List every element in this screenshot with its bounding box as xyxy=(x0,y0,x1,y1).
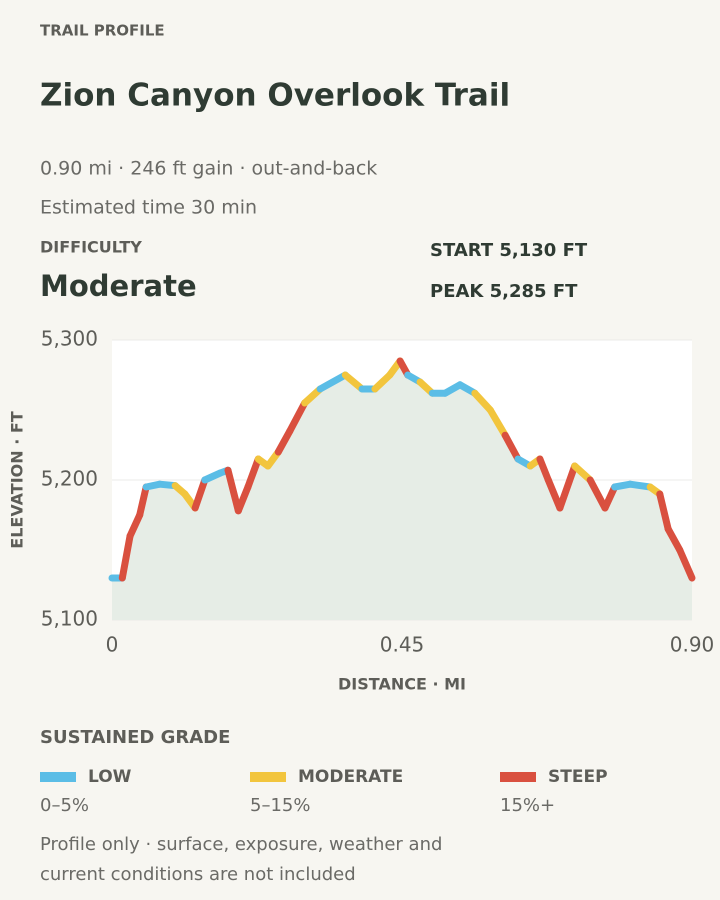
grade-segment xyxy=(274,427,294,456)
grade-segment xyxy=(586,476,609,512)
y-tick-label: 5,300 xyxy=(41,327,98,351)
grade-segment xyxy=(244,455,262,491)
grade-segment xyxy=(556,462,579,512)
grade-segment xyxy=(136,483,150,519)
footnote: current conditions are not included xyxy=(40,864,356,885)
grade-segment xyxy=(601,483,619,512)
grade-segment xyxy=(676,546,696,582)
legend-swatch xyxy=(250,772,286,782)
legend-range: 5–15% xyxy=(250,795,310,816)
grade-segment xyxy=(118,532,134,582)
grade-segment xyxy=(656,490,672,533)
x-tick-label: 0.45 xyxy=(380,633,425,657)
x-tick-label: 0 xyxy=(106,633,119,657)
y-tick-label: 5,100 xyxy=(41,607,98,631)
x-axis-title: DISTANCE · MI xyxy=(338,675,466,694)
difficulty-label: DIFFICULTY xyxy=(40,238,142,257)
legend-range: 0–5% xyxy=(40,795,89,816)
legend-range: 15%+ xyxy=(500,795,555,816)
start-elevation: START 5,130 FT xyxy=(430,240,588,261)
grade-segment xyxy=(471,389,494,414)
legend-swatch xyxy=(40,772,76,782)
title: Zion Canyon Overlook Trail xyxy=(40,78,510,114)
eyebrow: TRAIL PROFILE xyxy=(40,22,165,40)
legend-name: STEEP xyxy=(548,767,608,787)
elevation-area xyxy=(112,361,692,620)
peak-elevation: PEAK 5,285 FT xyxy=(430,281,578,302)
grade-segment xyxy=(286,399,309,435)
legend-name: LOW xyxy=(88,767,132,787)
grade-segment xyxy=(126,511,144,540)
grade-segment xyxy=(664,525,684,554)
difficulty: Moderate xyxy=(40,269,197,303)
legend-title: SUSTAINED GRADE xyxy=(40,727,230,748)
legend-name: MODERATE xyxy=(298,767,403,787)
grade-segment xyxy=(191,476,209,512)
time: Estimated time 30 min xyxy=(40,197,257,219)
y-tick-label: 5,200 xyxy=(41,467,98,491)
footnote: Profile only · surface, exposure, weathe… xyxy=(40,834,442,855)
grade-segment xyxy=(486,406,509,439)
grade-segment xyxy=(501,431,522,463)
grade-segment xyxy=(536,455,552,484)
legend-swatch xyxy=(500,772,536,782)
grade-segment xyxy=(224,466,242,515)
meta: 0.90 mi · 246 ft gain · out-and-back xyxy=(40,158,377,180)
grade-segment xyxy=(341,371,366,393)
grade-segment xyxy=(234,483,252,515)
grade-segment xyxy=(316,371,349,393)
y-axis-title: ELEVATION · FT xyxy=(8,411,27,549)
x-tick-label: 0.90 xyxy=(670,633,715,657)
